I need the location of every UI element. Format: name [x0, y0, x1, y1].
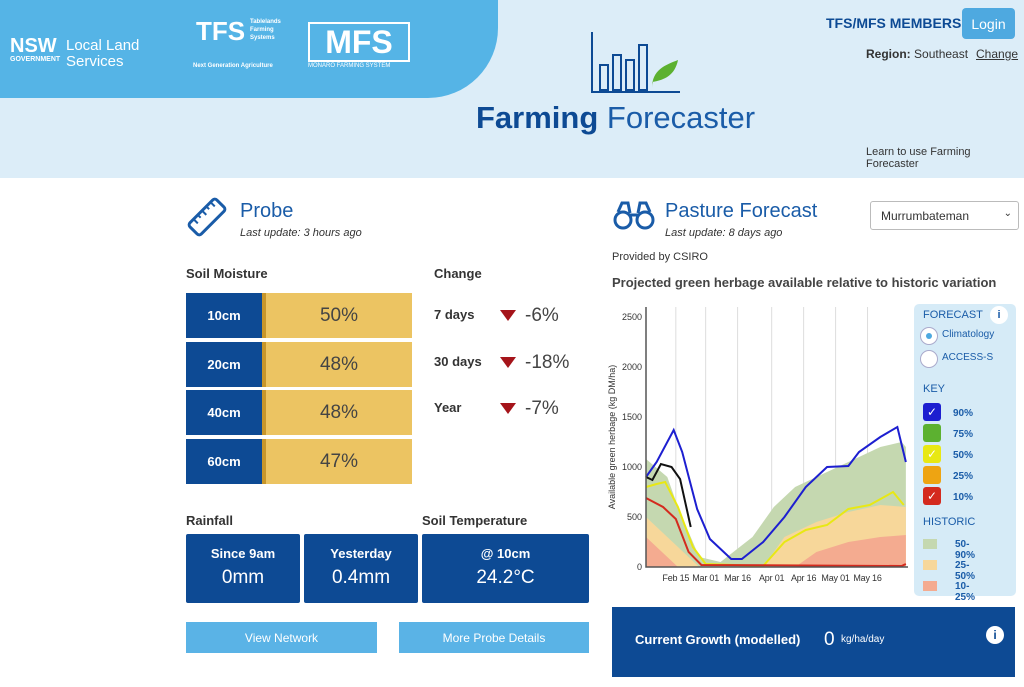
probe-last-update: Last update: 3 hours ago — [240, 227, 362, 239]
y-tick-label: 2000 — [622, 362, 642, 372]
historic-swatch — [923, 581, 937, 591]
location-select[interactable]: Murrumbateman ⌄ — [870, 201, 1019, 230]
key-heading: KEY — [923, 383, 946, 395]
axis — [645, 307, 908, 568]
binoculars-icon — [613, 201, 655, 230]
key-checkbox-10%[interactable]: ✓ — [923, 487, 941, 505]
tfs-logo: TFS — [196, 16, 246, 46]
forecast-heading: FORECAST — [923, 309, 983, 321]
y-tick-label: 1500 — [622, 412, 642, 422]
historic-band-10-25% — [646, 535, 906, 567]
x-tick-label: May 16 — [853, 573, 882, 583]
members-label: TFS/MFS MEMBERS — [826, 15, 962, 31]
probe-title: Probe — [240, 200, 294, 222]
chart-legend: FORECAST i Climatology ACCESS-S KEY ✓ 90%… — [914, 304, 1016, 603]
chevron-down-icon: ⌄ — [1003, 208, 1012, 219]
change-region-link[interactable]: Change — [976, 47, 1019, 61]
key-label: 10% — [953, 492, 974, 503]
key-checkbox-75%[interactable] — [923, 424, 941, 442]
logo-banner: NSW GOVERNMENT Local Land Services TFS T… — [0, 0, 498, 98]
series-line-90% — [645, 425, 907, 560]
x-tick-label: Apr 01 — [759, 573, 785, 583]
change-value: -18% — [500, 352, 569, 374]
key-label: 90% — [953, 408, 974, 419]
x-tick-label: Mar 16 — [724, 573, 751, 583]
info-icon[interactable]: i — [990, 306, 1008, 324]
tfs-tagline: Next Generation Agriculture — [193, 63, 273, 69]
change-label: Change — [434, 266, 482, 281]
x-tick-label: Feb 15 — [662, 573, 689, 583]
y-tick-label: 1000 — [622, 462, 642, 472]
current-growth-unit: kg/ha/day — [841, 634, 885, 645]
current-growth-panel: Current Growth (modelled) 0 kg/ha/day i — [612, 607, 1015, 677]
y-tick-label: 0 — [637, 562, 642, 572]
y-axis-label: Available green herbage (kg DM/ha) — [607, 365, 617, 509]
historic-heading: HISTORIC — [923, 516, 976, 528]
y-tick-label: 500 — [627, 512, 642, 522]
soil-moisture-row: 60cm 47% — [186, 439, 412, 484]
key-checkbox-90%[interactable]: ✓ — [923, 403, 941, 421]
soil-moisture-row: 40cm 48% — [186, 390, 412, 435]
header: NSW GOVERNMENT Local Land Services TFS T… — [0, 0, 1024, 178]
rainfall-label: Rainfall — [186, 513, 233, 528]
x-tick-label: Mar 01 — [692, 573, 719, 583]
change-period: 30 days — [434, 354, 482, 369]
soil-moisture-row: 20cm 48% — [186, 342, 412, 387]
change-period: Year — [434, 400, 462, 415]
historic-label: 50-90% — [955, 539, 976, 561]
historic-label: 10-25% — [955, 581, 976, 603]
historic-swatch — [923, 539, 937, 549]
pasture-last-update: Last update: 8 days ago — [665, 227, 783, 239]
x-tick-label: Apr 16 — [791, 573, 817, 583]
rain-since-9am: Since 9am 0mm — [186, 534, 300, 603]
key-checkbox-50%[interactable]: ✓ — [923, 445, 941, 463]
key-label: 50% — [953, 450, 974, 461]
info-icon[interactable]: i — [986, 626, 1004, 644]
pasture-title: Pasture Forecast — [665, 200, 818, 222]
access-s-radio[interactable] — [920, 350, 938, 368]
change-value: -6% — [500, 305, 559, 327]
app-title: Farming Forecaster — [476, 100, 756, 135]
soil-moisture-label: Soil Moisture — [186, 266, 268, 281]
key-label: 25% — [953, 471, 974, 482]
soil-temp-10cm: @ 10cm 24.2°C — [422, 534, 589, 603]
ruler-icon — [187, 197, 227, 237]
pasture-chart: Feb 15 Mar 01 Mar 16 Apr 01 Apr 16 May 01 May … — [607, 307, 908, 583]
lls-logo: Local Land Services — [66, 37, 140, 70]
climatology-radio[interactable] — [920, 327, 938, 345]
key-checkbox-25%[interactable] — [923, 466, 941, 484]
learn-link[interactable]: Learn to use Farming Forecaster — [866, 146, 971, 170]
provider: Provided by CSIRO — [612, 251, 708, 263]
historic-label: 25-50% — [955, 560, 976, 582]
chart-title: Projected green herbage available relati… — [612, 275, 997, 290]
mfs-tagline: MONARO FARMING SYSTEM — [308, 63, 391, 69]
soil-moisture-row: 10cm 50% — [186, 293, 412, 338]
key-label: 75% — [953, 429, 974, 440]
series-line-50% — [645, 480, 905, 568]
y-tick-label: 2500 — [622, 312, 642, 322]
tfs-name: Tablelands Farming Systems — [250, 19, 281, 41]
chart-logo-icon — [591, 32, 680, 93]
mfs-logo: MFS — [308, 22, 410, 62]
soil-temp-label: Soil Temperature — [422, 513, 528, 528]
change-value: -7% — [500, 398, 559, 420]
x-tick-label: May 01 — [821, 573, 850, 583]
rain-yesterday: Yesterday 0.4mm — [304, 534, 418, 603]
more-probe-details-button[interactable]: More Probe Details — [399, 622, 589, 653]
access-s-label: ACCESS-S — [942, 352, 994, 363]
series-line-observed — [645, 462, 692, 528]
climatology-label: Climatology — [942, 329, 995, 340]
view-network-button[interactable]: View Network — [186, 622, 377, 653]
change-period: 7 days — [434, 307, 475, 322]
series-line-10% — [645, 497, 907, 568]
region: Region: Southeast — [866, 47, 969, 61]
current-growth-value: 0 — [824, 629, 835, 650]
nsw-logo: NSW GOVERNMENT — [10, 35, 61, 63]
login-button[interactable]: Login — [962, 8, 1015, 39]
current-growth-label: Current Growth (modelled) — [635, 632, 801, 647]
historic-swatch — [923, 560, 937, 570]
